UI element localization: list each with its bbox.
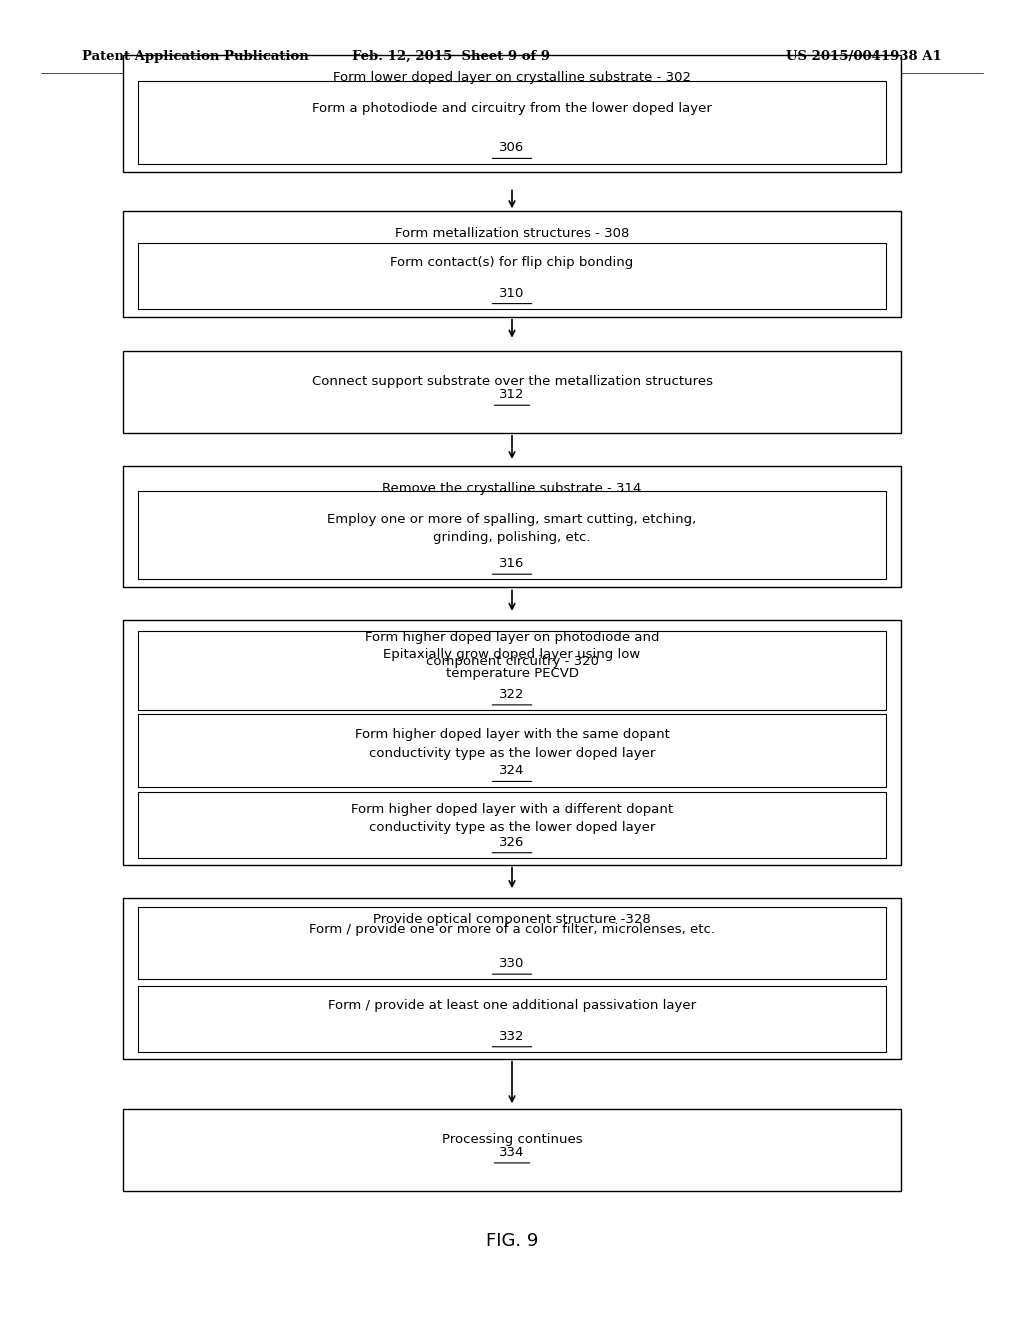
FancyBboxPatch shape xyxy=(123,898,901,1059)
Text: Form higher doped layer on photodiode and: Form higher doped layer on photodiode an… xyxy=(365,631,659,644)
FancyBboxPatch shape xyxy=(123,351,901,433)
FancyBboxPatch shape xyxy=(123,466,901,587)
FancyBboxPatch shape xyxy=(138,243,886,309)
Text: 310: 310 xyxy=(500,286,524,300)
Text: 306: 306 xyxy=(500,141,524,154)
Text: 330: 330 xyxy=(500,957,524,970)
Text: grinding, polishing, etc.: grinding, polishing, etc. xyxy=(433,532,591,544)
FancyBboxPatch shape xyxy=(123,1109,901,1191)
Text: Remove the crystalline substrate - 314: Remove the crystalline substrate - 314 xyxy=(382,482,642,495)
Text: Form / provide one or more of a color filter, microlenses, etc.: Form / provide one or more of a color fi… xyxy=(309,924,715,936)
FancyBboxPatch shape xyxy=(138,714,886,787)
Text: 326: 326 xyxy=(500,836,524,849)
Text: Processing continues: Processing continues xyxy=(441,1133,583,1146)
Text: FIG. 9: FIG. 9 xyxy=(485,1232,539,1250)
Text: Form higher doped layer with the same dopant: Form higher doped layer with the same do… xyxy=(354,729,670,741)
Text: Employ one or more of spalling, smart cutting, etching,: Employ one or more of spalling, smart cu… xyxy=(328,513,696,525)
Text: 332: 332 xyxy=(500,1030,524,1043)
Text: 334: 334 xyxy=(500,1146,524,1159)
Text: Provide optical component structure -328: Provide optical component structure -328 xyxy=(373,913,651,927)
FancyBboxPatch shape xyxy=(138,907,886,979)
Text: US 2015/0041938 A1: US 2015/0041938 A1 xyxy=(786,50,942,63)
Text: conductivity type as the lower doped layer: conductivity type as the lower doped lay… xyxy=(369,821,655,834)
Text: component circuitry - 320: component circuitry - 320 xyxy=(426,655,598,668)
Text: Form lower doped layer on crystalline substrate - 302: Form lower doped layer on crystalline su… xyxy=(333,71,691,84)
Text: 324: 324 xyxy=(500,764,524,777)
FancyBboxPatch shape xyxy=(138,986,886,1052)
FancyBboxPatch shape xyxy=(138,491,886,579)
Text: 316: 316 xyxy=(500,557,524,570)
Text: Form metallization structures - 308: Form metallization structures - 308 xyxy=(395,227,629,240)
FancyBboxPatch shape xyxy=(138,631,886,710)
Text: Form a photodiode and circuitry from the lower doped layer: Form a photodiode and circuitry from the… xyxy=(312,103,712,115)
FancyBboxPatch shape xyxy=(123,620,901,865)
Text: 312: 312 xyxy=(500,388,524,401)
Text: Epitaxially grow doped layer using low: Epitaxially grow doped layer using low xyxy=(383,648,641,661)
Text: Form contact(s) for flip chip bonding: Form contact(s) for flip chip bonding xyxy=(390,256,634,269)
Text: temperature PECVD: temperature PECVD xyxy=(445,667,579,680)
FancyBboxPatch shape xyxy=(123,211,901,317)
FancyBboxPatch shape xyxy=(138,81,886,164)
Text: 322: 322 xyxy=(500,688,524,701)
FancyBboxPatch shape xyxy=(123,55,901,172)
Text: conductivity type as the lower doped layer: conductivity type as the lower doped lay… xyxy=(369,747,655,759)
Text: Form / provide at least one additional passivation layer: Form / provide at least one additional p… xyxy=(328,999,696,1012)
Text: Connect support substrate over the metallization structures: Connect support substrate over the metal… xyxy=(311,375,713,388)
FancyBboxPatch shape xyxy=(138,792,886,858)
Text: Patent Application Publication: Patent Application Publication xyxy=(82,50,308,63)
Text: Feb. 12, 2015  Sheet 9 of 9: Feb. 12, 2015 Sheet 9 of 9 xyxy=(351,50,550,63)
Text: Form higher doped layer with a different dopant: Form higher doped layer with a different… xyxy=(351,803,673,816)
